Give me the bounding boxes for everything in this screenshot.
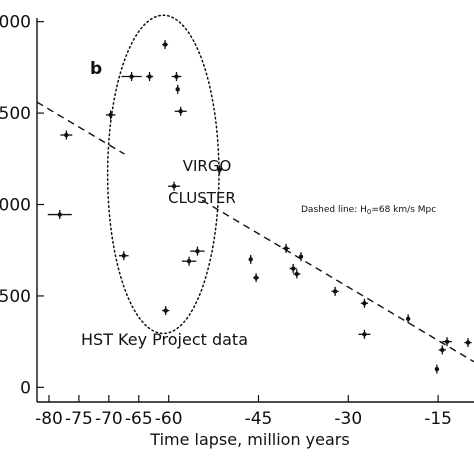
dashed-line-label-sub: 0 (367, 208, 371, 216)
data-point (405, 314, 411, 324)
dashed-line-label: Dashed line: H0=68 km/s Mpc (301, 205, 436, 216)
x-tick-label: -75 (65, 409, 93, 429)
data-point (190, 246, 205, 256)
data-point (248, 254, 253, 264)
x-tick-label: -30 (334, 409, 362, 429)
data-point (331, 286, 339, 296)
point-marker (294, 271, 300, 277)
point-marker (444, 339, 450, 344)
data-point (162, 306, 170, 316)
data-point (289, 264, 297, 274)
y-tick-label: 0 (20, 378, 31, 398)
x-tick-label: -80 (35, 409, 63, 429)
point-marker (253, 275, 259, 280)
x-tick-label: -70 (95, 409, 123, 429)
point-marker (175, 87, 180, 92)
point-marker (162, 42, 168, 47)
point-marker (64, 132, 69, 138)
data-point (47, 210, 72, 220)
data-point (442, 337, 452, 347)
point-marker (362, 332, 367, 337)
dataset-label: HST Key Project data (81, 330, 248, 349)
point-marker (465, 340, 471, 345)
data-point (360, 298, 369, 308)
data-point (298, 252, 304, 262)
data-points (47, 40, 472, 374)
data-point (438, 345, 446, 355)
point-marker (332, 289, 338, 294)
point-marker (248, 257, 253, 262)
data-point (181, 256, 197, 266)
data-point (162, 40, 169, 50)
virgo-label-line1: VIRGO (183, 157, 232, 175)
data-point (60, 130, 73, 140)
x-tick-label: -60 (155, 409, 183, 429)
data-point (464, 338, 472, 348)
point-marker (362, 301, 367, 306)
x-tick-label: -45 (245, 409, 273, 429)
x-tick-labels: -80 -75 -70 -65 -60 -45 -30 -15 (35, 409, 452, 429)
data-point (121, 72, 142, 82)
data-point (145, 72, 154, 82)
virgo-label-line2: CLUSTER (168, 189, 236, 207)
data-point (253, 273, 260, 283)
point-marker (283, 246, 289, 251)
y-tick-label: 2000 (0, 13, 31, 33)
dashed-fit-line (36, 101, 125, 155)
data-point (119, 251, 129, 261)
point-marker (129, 74, 134, 79)
y-tick-label: 1000 (0, 196, 31, 216)
point-marker (298, 254, 304, 259)
point-marker (434, 366, 440, 372)
x-tick-label: -65 (125, 409, 153, 429)
point-marker (217, 167, 222, 172)
point-marker (178, 109, 183, 114)
y-tick-label: 1500 (0, 104, 31, 124)
x-axis-title: Time lapse, million years (149, 430, 349, 449)
data-point (282, 243, 290, 253)
y-tick-labels: 0 500 1000 1500 2000 (0, 13, 31, 399)
point-marker (440, 347, 445, 353)
point-marker (186, 259, 192, 264)
data-point (171, 72, 182, 82)
data-point (174, 106, 187, 116)
virgo-cluster-ellipse-group (106, 14, 220, 335)
point-marker (108, 112, 113, 118)
point-marker (195, 248, 200, 254)
point-marker (171, 184, 177, 189)
virgo-cluster-ellipse (106, 14, 220, 335)
point-marker (405, 316, 411, 321)
dashed-line-label-rest: =68 km/s Mpc (371, 205, 436, 215)
point-marker (174, 74, 179, 79)
dashed-fit-line-group (36, 101, 474, 363)
x-tick-label: -15 (424, 409, 452, 429)
data-point (293, 269, 301, 279)
y-tick-label: 500 (0, 287, 31, 307)
data-point (358, 329, 371, 339)
panel-label: b (90, 59, 102, 79)
point-marker (121, 253, 127, 258)
dashed-fit-line (201, 199, 474, 363)
data-point (105, 110, 116, 120)
data-point (175, 84, 180, 94)
plot-axes (36, 18, 474, 403)
data-point (168, 181, 181, 191)
point-marker (57, 212, 62, 217)
axis-ticks (37, 21, 439, 402)
dashed-line-label-main: Dashed line: H (301, 205, 367, 215)
point-marker (291, 266, 296, 271)
data-point (434, 364, 440, 374)
data-point (217, 165, 222, 175)
point-marker (147, 74, 152, 79)
point-marker (163, 308, 168, 313)
